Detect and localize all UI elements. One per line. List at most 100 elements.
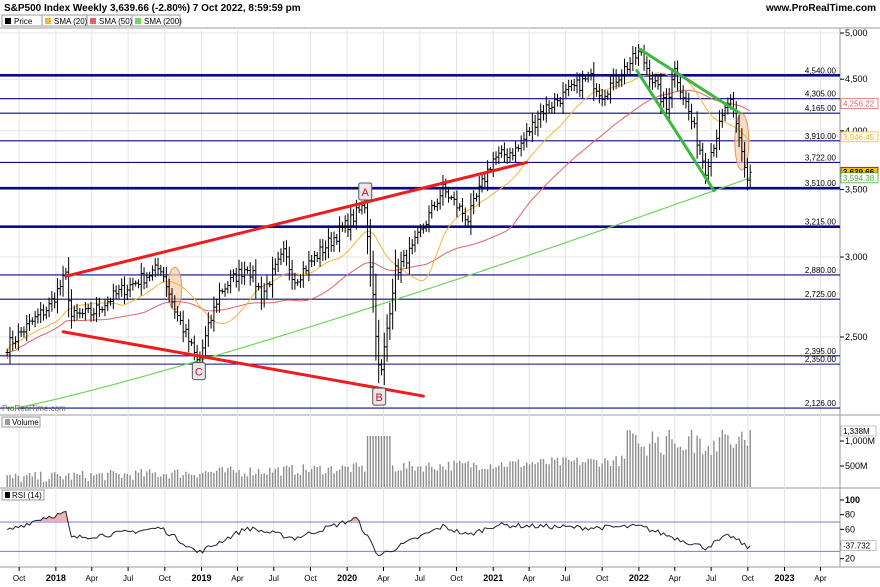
moving-averages bbox=[6, 72, 751, 410]
level-label: 4,540.00 bbox=[805, 66, 837, 75]
markers: A B C bbox=[191, 182, 387, 406]
price-axis-label: 4,000 bbox=[845, 126, 868, 136]
price-axis-label: 3,500 bbox=[845, 184, 868, 194]
price-axis-label: 2,500 bbox=[845, 332, 868, 342]
chart-title: S&P500 Index Weekly 3,639.66 (-2.80%) 7 … bbox=[4, 3, 301, 14]
level-label: 2,725.00 bbox=[805, 290, 837, 299]
ma-tag-box bbox=[840, 98, 879, 110]
trendline bbox=[61, 330, 425, 398]
ma-tag: 3,946.45 bbox=[843, 133, 875, 142]
level-label: 2,880.00 bbox=[805, 266, 837, 275]
legend-price: Price bbox=[14, 17, 33, 26]
trendline bbox=[64, 160, 529, 278]
level-label: 4,305.00 bbox=[805, 90, 837, 99]
sma200-swatch bbox=[135, 18, 141, 24]
rsi-axis: 10080604020-37.732 bbox=[840, 495, 877, 564]
site-url: www.ProRealTime.com bbox=[765, 3, 876, 14]
rsi-line bbox=[0, 510, 840, 557]
marker-box bbox=[372, 387, 387, 406]
sma20-line bbox=[6, 72, 751, 353]
rsi-axis-label: 20 bbox=[845, 554, 855, 564]
volume-axis-label: 1,000M bbox=[845, 436, 875, 446]
level-label: 2,395.00 bbox=[805, 347, 837, 356]
price-axis: 5,000 4,500 4,000 3,500 3,000 2,500 bbox=[840, 28, 868, 342]
time-axis-label: Oct bbox=[742, 574, 755, 583]
rsi-path bbox=[6, 510, 751, 557]
rsi-title: RSI (14) bbox=[12, 491, 42, 500]
ma-tag: 4,256.22 bbox=[843, 100, 875, 109]
time-axis-label: Apr bbox=[231, 574, 244, 583]
level-label: 2,350.00 bbox=[805, 355, 837, 364]
highlights bbox=[167, 113, 750, 311]
price-axis-label: 4,500 bbox=[845, 74, 868, 84]
marker-label: A bbox=[362, 187, 370, 199]
watermark: ProRealTime.com bbox=[2, 404, 66, 413]
rsi-swatch bbox=[5, 492, 10, 498]
rsi-axis-label: 80 bbox=[845, 510, 855, 520]
time-axis-label: 2018 bbox=[46, 573, 66, 583]
sma200-line bbox=[7, 177, 751, 410]
time-axis-label: Apr bbox=[377, 574, 390, 583]
time-axis-label: 2021 bbox=[483, 573, 503, 583]
volume-axis-label: 500M bbox=[845, 461, 868, 471]
time-axis-label: Jul bbox=[560, 574, 570, 583]
level-label: 3,722.00 bbox=[805, 153, 837, 162]
time-axis-label: Oct bbox=[596, 574, 609, 583]
time-axis-label: Oct bbox=[159, 574, 172, 583]
marker-box bbox=[191, 362, 206, 381]
time-axis-label: Oct bbox=[304, 574, 317, 583]
time-axis-label: 2020 bbox=[337, 573, 357, 583]
time-axis-label: 2023 bbox=[775, 573, 795, 583]
volume-swatch bbox=[5, 419, 10, 425]
rsi-axis-label: 60 bbox=[845, 524, 855, 534]
trendline bbox=[635, 69, 716, 193]
marker-label: C bbox=[195, 367, 203, 379]
rsi-tag: -37.732 bbox=[843, 542, 871, 551]
marker-box bbox=[358, 182, 373, 201]
marker-label: B bbox=[376, 392, 383, 404]
level-label: 3,910.00 bbox=[805, 132, 837, 141]
price-axis-label: 3,000 bbox=[845, 252, 868, 262]
volume-tag-box bbox=[840, 425, 877, 437]
trendlines bbox=[61, 47, 741, 398]
rsi-overbought-fill bbox=[347, 517, 362, 522]
sma50-swatch bbox=[90, 18, 96, 24]
time-axis-label: Jul bbox=[706, 574, 716, 583]
price-axis-label: 5,000 bbox=[845, 28, 868, 38]
time-axis-label: Oct bbox=[450, 574, 463, 583]
legend-sma20: SMA (20) bbox=[54, 17, 88, 26]
legend: Price SMA (20) SMA (50) SMA (200) bbox=[1, 14, 182, 27]
time-axis-label: Jul bbox=[123, 574, 133, 583]
legend-sma200: SMA (200) bbox=[144, 17, 182, 26]
ma-tag-box bbox=[840, 172, 879, 184]
time-axis-label: Oct bbox=[13, 574, 26, 583]
price-swatch bbox=[5, 18, 11, 24]
rsi-tag-box bbox=[840, 540, 877, 551]
time-axis: Oct 2018 Apr Jul Oct 2019 Apr Jul Oct 2020 Apr Jul O… bbox=[13, 567, 827, 583]
trendline bbox=[638, 47, 741, 115]
ma-tag: 3,594.38 bbox=[843, 174, 875, 183]
level-label: 3,510.00 bbox=[805, 179, 837, 188]
time-axis-label: Apr bbox=[814, 574, 827, 583]
time-axis-label: Apr bbox=[86, 574, 99, 583]
level-label: 2,126.00 bbox=[805, 399, 837, 408]
time-axis-label: 2022 bbox=[629, 573, 649, 583]
volume-title: Volume bbox=[12, 418, 39, 427]
rsi-axis-label: 100 bbox=[845, 495, 860, 505]
time-axis-label: Apr bbox=[523, 574, 536, 583]
ma-tag-box bbox=[840, 131, 879, 143]
volume-axis: 1,000M 500M 1,338M bbox=[840, 425, 877, 471]
last-value-tags: 4,256.223,946.453,639.663,594.38 bbox=[840, 98, 879, 184]
sma50-line bbox=[6, 89, 751, 360]
level-label: 3,215.00 bbox=[805, 218, 837, 227]
time-axis-label: Jul bbox=[415, 574, 425, 583]
time-axis-label: 2019 bbox=[192, 573, 212, 583]
volume-tag: 1,338M bbox=[843, 427, 870, 436]
level-label: 4,165.00 bbox=[805, 104, 837, 113]
legend-sma50: SMA (50) bbox=[99, 17, 133, 26]
time-axis-label: Jul bbox=[269, 574, 279, 583]
sma20-swatch bbox=[45, 18, 51, 24]
time-axis-label: Apr bbox=[669, 574, 682, 583]
volume-bars bbox=[6, 430, 751, 487]
